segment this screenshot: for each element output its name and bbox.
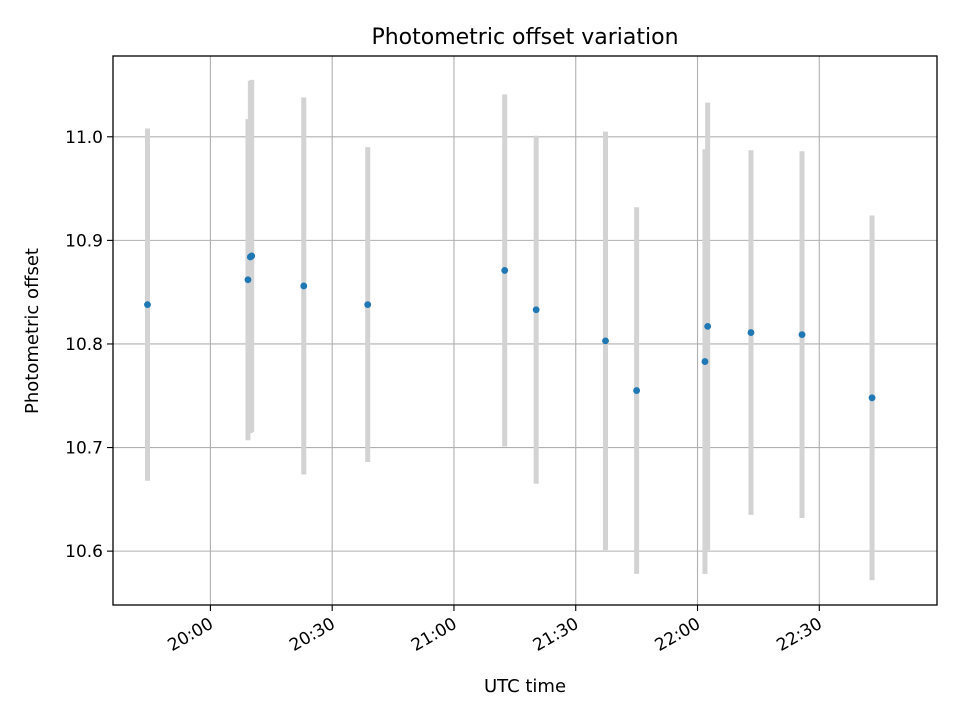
data-point — [532, 306, 540, 314]
data-point — [144, 301, 151, 309]
data-points — [144, 252, 876, 402]
chart-title: Photometric offset variation — [371, 25, 678, 50]
data-point — [602, 337, 609, 345]
data-point — [364, 301, 372, 309]
data-point — [501, 267, 509, 274]
data-point — [633, 387, 641, 394]
plot-area-frame — [112, 55, 938, 606]
y-axis-ticks: 10.6 10.7 10.8 10.9 11.0 — [65, 128, 113, 562]
y-tick-label: 11.0 — [65, 128, 103, 148]
data-point — [798, 331, 806, 339]
x-axis-label: UTC time — [484, 676, 566, 697]
y-tick-label: 10.9 — [65, 231, 103, 251]
data-point — [248, 252, 256, 260]
data-point — [244, 276, 252, 284]
y-tick-label: 10.6 — [65, 542, 103, 562]
y-axis-label: Photometric offset — [22, 248, 43, 414]
data-point — [704, 322, 712, 330]
data-point — [300, 282, 308, 290]
y-tick-label: 10.7 — [65, 439, 103, 459]
data-point — [868, 394, 876, 402]
data-point — [701, 358, 709, 365]
y-tick-label: 10.8 — [65, 335, 103, 355]
data-point — [747, 329, 755, 336]
